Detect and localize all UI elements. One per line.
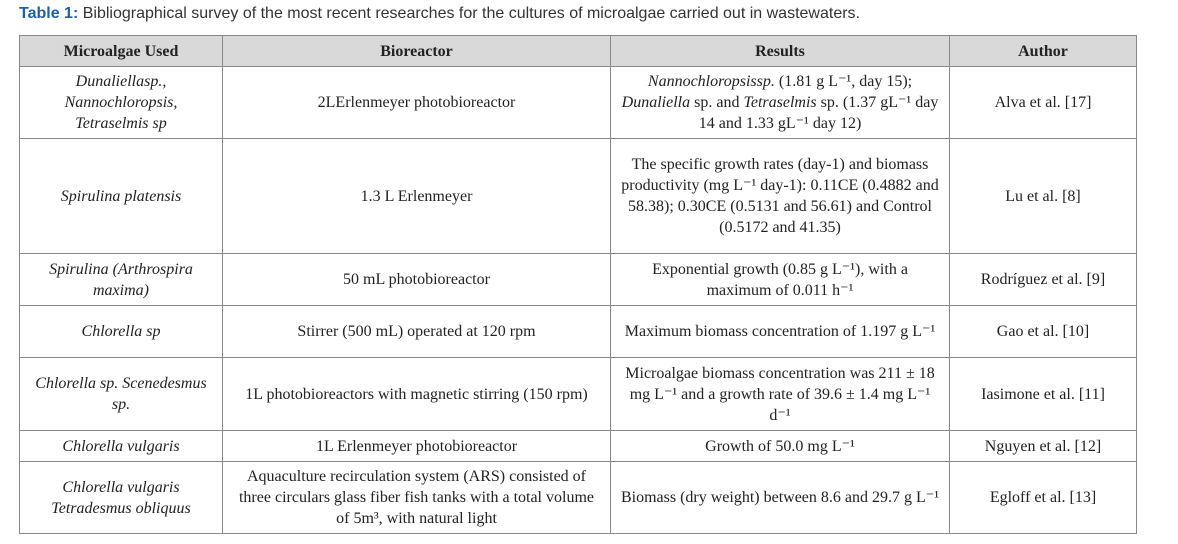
table-row: Dunaliellasp., Nannochloropsis, Tetrasel… [19,66,1137,139]
table-row: Chlorella vulgaris 1L Erlenmeyer photobio… [19,430,1137,462]
table-cell: Spirulina (Arthrospira maxima) [19,253,223,306]
table-cell: 1L Erlenmeyer photobioreactor [222,430,611,462]
table-cell: Chlorella vulgaris [19,430,223,462]
table-cell: 2LErlenmeyer photobioreactor [222,66,611,139]
text-run: Dunaliella [621,94,691,111]
text-run: sp. and [690,94,744,111]
table-cell: Rodríguez et al. [9] [949,253,1137,306]
table-cell: 1.3 L Erlenmeyer [222,138,611,254]
table-row: Chlorella sp Stirrer (500 mL) operated at… [19,305,1137,358]
table-cell: Maximum biomass concentration of 1.197 g… [610,305,950,358]
caption: Table 1: Bibliographical survey of the m… [19,5,860,23]
table-cell: The specific growth rates (day-1) and bi… [610,138,950,254]
table-row: Chlorella sp. Scenedesmus sp. 1L photobio… [19,357,1137,431]
caption-label: Table 1: [19,5,79,22]
table-cell: Chlorella vulgaris Tetradesmus obliquus [19,461,223,534]
table-cell: Exponential growth (0.85 g L⁻¹), with a … [610,253,950,306]
table-cell: Alva et al. [17] [949,66,1137,139]
table-cell: Spirulina platensis [19,138,223,254]
table: Microalgae Used Bioreactor Results Author D… [19,35,1137,534]
text-run: sp. (1.37 gL⁻¹ day 14 and 1.33 gL⁻¹ day … [698,94,939,132]
table-row: Spirulina (Arthrospira maxima) 50 mL phot… [19,253,1137,306]
table-cell: Lu et al. [8] [949,138,1137,254]
text-run: Nannochloropsissp. [647,73,775,90]
table-cell: 1L photobioreactors with magnetic stirri… [222,357,611,431]
table-cell: Chlorella sp. Scenedesmus sp. [19,357,223,431]
table-row: Chlorella vulgaris Tetradesmus obliquus A… [19,461,1137,534]
table-cell: Gao et al. [10] [949,305,1137,358]
table-cell: Growth of 50.0 mg L⁻¹ [610,430,950,462]
table-cell: 50 mL photobioreactor [222,253,611,306]
table-cell: Egloff et al. [13] [949,461,1137,534]
text-run: (1.81 g L⁻¹, day 15); [774,73,913,90]
table-cell: Biomass (dry weight) between 8.6 and 29.… [610,461,950,534]
table-row: Spirulina platensis 1.3 L Erlenmeyer The s… [19,138,1137,254]
table-cell: Dunaliellasp., Nannochloropsis, Tetrasel… [19,66,223,139]
table-cell: Stirrer (500 mL) operated at 120 rpm [222,305,611,358]
caption-text: Bibliographical survey of the most recen… [82,5,860,22]
table-cell: Microalgae biomass concentration was 211… [610,357,950,431]
table-cell: Aquaculture recirculation system (ARS) c… [222,461,611,534]
header-cell: Bioreactor [222,35,611,67]
header-row: Microalgae Used Bioreactor Results Author [19,35,1137,67]
header-cell: Microalgae Used [19,35,223,67]
table-cell: Nguyen et al. [12] [949,430,1137,462]
table-cell: Nannochloropsissp. (1.81 g L⁻¹, day 15);… [610,66,950,139]
table-cell: Chlorella sp [19,305,223,358]
table-cell: Iasimone et al. [11] [949,357,1137,431]
text-run: Tetraselmis [743,94,817,111]
header-cell: Author [949,35,1137,67]
header-cell: Results [610,35,950,67]
